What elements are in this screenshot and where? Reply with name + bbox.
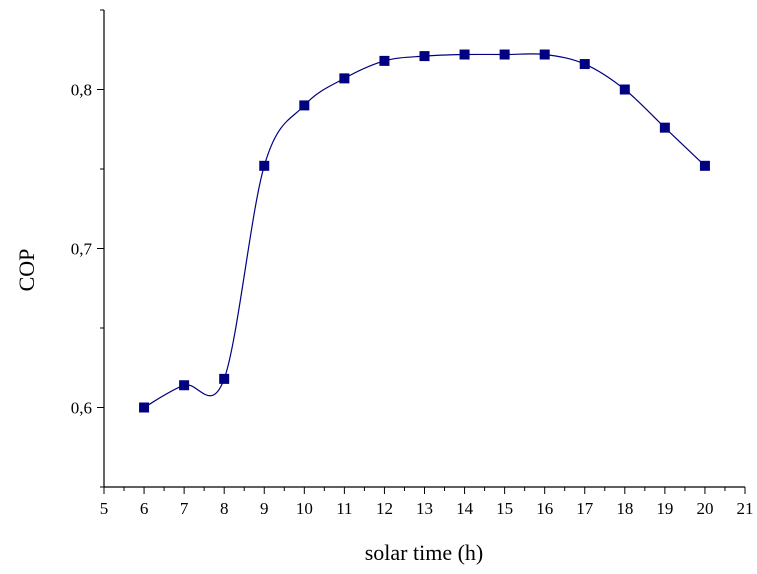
x-tick-label: 15 xyxy=(496,499,513,518)
x-tick-label: 18 xyxy=(616,499,633,518)
axes xyxy=(103,10,745,488)
x-tick-label: 20 xyxy=(696,499,713,518)
data-point-marker xyxy=(659,122,670,133)
data-point-marker xyxy=(499,49,510,60)
series-line xyxy=(143,53,706,409)
x-tick-label: 16 xyxy=(536,499,553,518)
ticks: 5 6 7 8 9 10 11 12 13 14 15 16 17 18 19 20 21 0,6 0,7 0,8 xyxy=(71,9,754,518)
data-point-marker xyxy=(459,49,470,60)
x-tick-label: 7 xyxy=(180,499,189,518)
x-tick-label: 19 xyxy=(656,499,673,518)
data-point-marker xyxy=(619,84,630,95)
x-tick-label: 10 xyxy=(296,499,313,518)
x-tick-label: 11 xyxy=(336,499,352,518)
series xyxy=(139,49,710,413)
data-point-marker xyxy=(139,402,150,413)
data-point-marker xyxy=(419,51,430,62)
y-tick-label: 0,6 xyxy=(71,399,92,418)
x-tick-label: 5 xyxy=(100,499,109,518)
x-tick-label: 13 xyxy=(416,499,433,518)
x-tick-label: 14 xyxy=(456,499,474,518)
data-point-marker xyxy=(699,160,710,171)
x-tick-label: 6 xyxy=(140,499,149,518)
y-axis-title: COP xyxy=(14,249,39,292)
data-point-marker xyxy=(259,160,270,171)
x-axis-title: solar time (h) xyxy=(365,540,484,565)
x-tick-label: 9 xyxy=(260,499,269,518)
data-point-marker xyxy=(579,59,590,70)
data-point-marker xyxy=(179,380,190,391)
y-tick-label: 0,7 xyxy=(71,240,93,259)
x-tick-label: 8 xyxy=(220,499,229,518)
data-point-marker xyxy=(339,73,350,84)
data-point-marker xyxy=(379,55,390,66)
x-tick-label: 21 xyxy=(737,499,754,518)
data-point-marker xyxy=(219,373,230,384)
x-tick-label: 12 xyxy=(376,499,393,518)
y-tick-label: 0,8 xyxy=(71,81,92,100)
x-tick-label: 17 xyxy=(576,499,594,518)
data-point-marker xyxy=(539,49,550,60)
data-point-marker xyxy=(299,100,310,111)
